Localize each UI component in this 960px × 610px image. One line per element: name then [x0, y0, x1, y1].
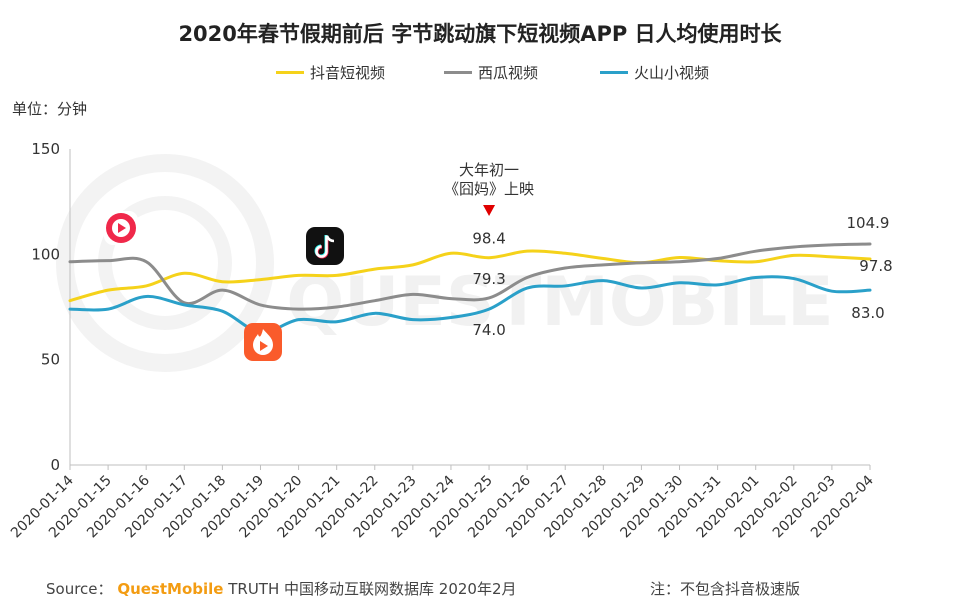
legend-item-huoshan: 火山小视频 [600, 62, 709, 83]
xigua-video-icon [104, 211, 138, 245]
watermark-ring [56, 154, 274, 372]
y-tick-label: 50 [41, 351, 60, 369]
legend-swatch-xigua [444, 71, 472, 74]
brand-name: QuestMobile [117, 580, 224, 598]
legend-label-xigua: 西瓜视频 [478, 64, 539, 82]
source-description: TRUTH 中国移动互联网数据库 2020年2月 [228, 580, 517, 598]
unit-label: 单位：分钟 [12, 100, 88, 118]
huoshan-video-icon [244, 323, 282, 361]
legend-swatch-huoshan [600, 71, 628, 74]
data-label: 74.0 [472, 321, 505, 339]
legend-label-huoshan: 火山小视频 [634, 64, 710, 82]
annotation-marker [483, 205, 496, 216]
legend-item-xigua: 西瓜视频 [444, 62, 538, 83]
series-line-xigua [68, 242, 872, 311]
watermark-text: QUESTMOBILE [286, 263, 833, 342]
source-prefix: Source： [46, 580, 113, 598]
data-label: 79.3 [472, 270, 505, 288]
legend-swatch-douyin [276, 71, 304, 74]
y-tick-label: 0 [50, 456, 60, 474]
y-tick-label: 150 [31, 140, 60, 158]
annotation-line-1: 大年初一 [459, 161, 519, 179]
legend-item-douyin: 抖音短视频 [276, 62, 385, 83]
chart-legend: 抖音短视频 西瓜视频 火山小视频 [0, 62, 960, 82]
series-line-douyin [68, 249, 872, 303]
douyin-icon [306, 227, 344, 265]
legend-label-douyin: 抖音短视频 [310, 64, 386, 82]
data-label: 83.0 [851, 304, 884, 322]
series-line-huoshan [68, 275, 872, 334]
data-label: 98.4 [472, 230, 505, 248]
y-tick-label: 100 [31, 245, 60, 263]
source-note: Source： QuestMobile TRUTH 中国移动互联网数据库 202… [46, 578, 517, 599]
chart-title: 2020年春节假期前后 字节跳动旗下短视频APP 日人均使用时长 [178, 22, 782, 46]
watermark-ring-inner [98, 196, 232, 330]
data-label: 97.8 [859, 257, 892, 275]
data-label: 104.9 [847, 214, 890, 232]
footnote: 注：不包含抖音极速版 [650, 580, 801, 598]
annotation-line-2: 《囧妈》上映 [444, 180, 534, 198]
